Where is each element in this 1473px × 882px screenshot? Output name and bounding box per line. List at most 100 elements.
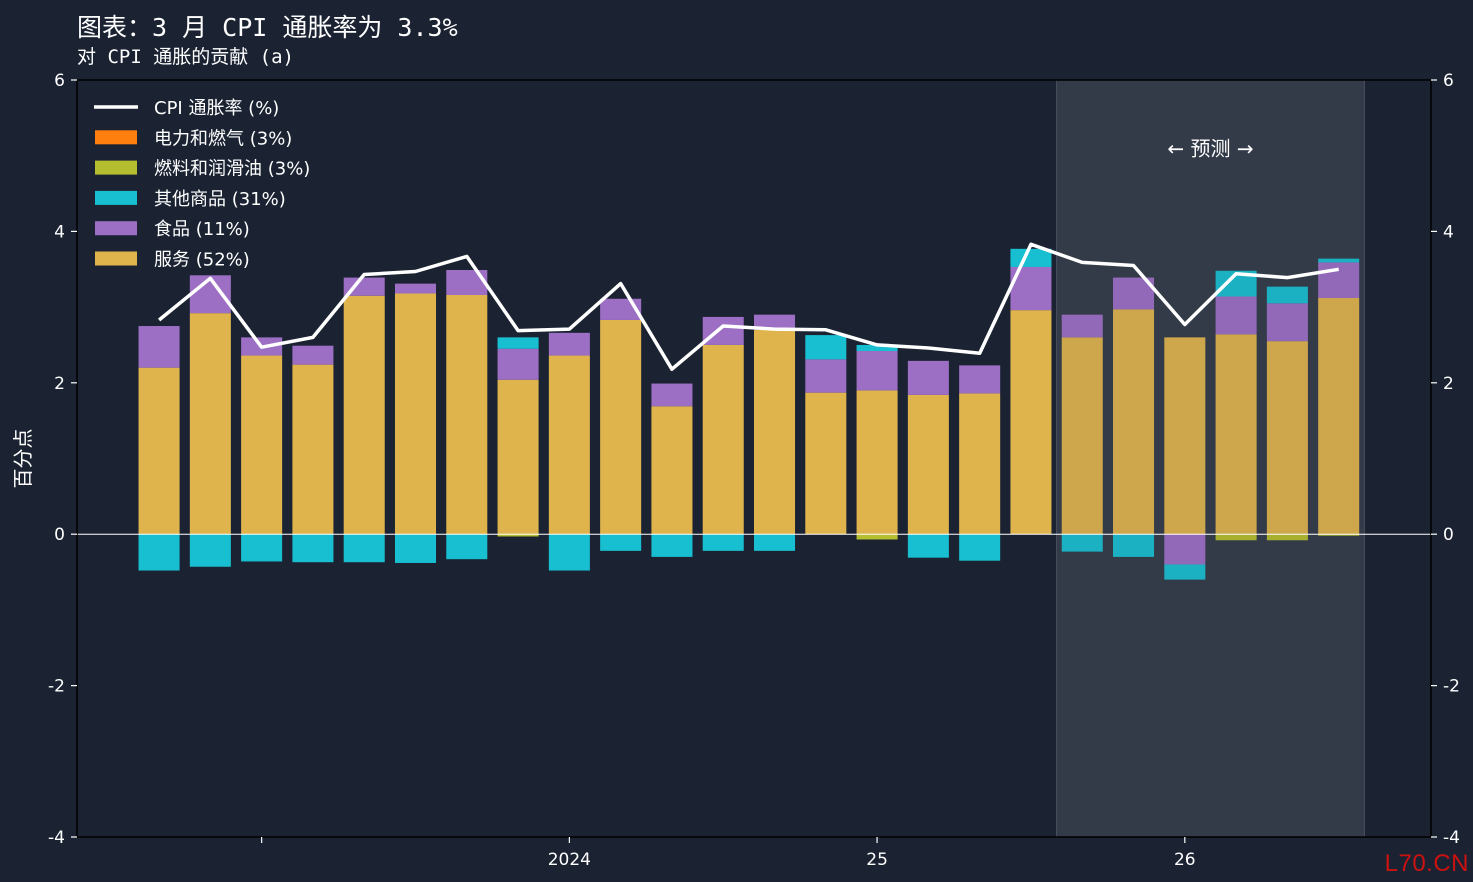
chart-title: 图表：3 月 CPI 通胀率为 3.3% bbox=[77, 13, 458, 42]
bar-fuels-22 bbox=[1266, 534, 1308, 541]
bar-food-20 bbox=[1164, 534, 1206, 565]
bar-other_goods-12 bbox=[754, 534, 796, 551]
bar-services-6 bbox=[446, 294, 488, 535]
y-tick-label-left: 4 bbox=[54, 222, 65, 242]
x-tick-label: 26 bbox=[1174, 850, 1196, 870]
bar-food-8 bbox=[548, 332, 590, 356]
bar-services-14 bbox=[856, 390, 898, 535]
bar-other_goods-3 bbox=[292, 534, 334, 563]
legend-swatch-services bbox=[95, 251, 137, 266]
bar-fuels-21 bbox=[1215, 534, 1257, 541]
bar-fuels-23 bbox=[1318, 534, 1360, 536]
bar-food-12 bbox=[754, 314, 796, 330]
bar-food-18 bbox=[1061, 314, 1103, 338]
bar-services-23 bbox=[1318, 298, 1360, 535]
bar-services-11 bbox=[702, 344, 744, 535]
y-tick-label-left: 6 bbox=[54, 71, 65, 91]
y-tick-label-right: 0 bbox=[1443, 525, 1454, 545]
bar-services-15 bbox=[907, 394, 949, 535]
bar-other_goods-1 bbox=[189, 534, 231, 567]
bar-fuels-7 bbox=[497, 534, 539, 537]
y-tick-label-right: 6 bbox=[1443, 71, 1454, 91]
bar-other_goods-17 bbox=[1010, 248, 1052, 267]
bar-food-15 bbox=[907, 360, 949, 395]
bar-other_goods-5 bbox=[394, 534, 437, 563]
legend-label-food: 食品 (11%) bbox=[154, 219, 250, 240]
forecast-region bbox=[1056, 79, 1365, 838]
bar-other_goods-15 bbox=[907, 534, 949, 558]
bar-fuels-14 bbox=[856, 534, 898, 540]
bar-services-3 bbox=[292, 364, 334, 535]
bar-services-7 bbox=[497, 379, 539, 535]
bar-other_goods-4 bbox=[343, 534, 385, 563]
bar-food-5 bbox=[394, 283, 437, 294]
legend-swatch-food bbox=[95, 221, 137, 236]
bar-other_goods-0 bbox=[138, 534, 180, 571]
bar-services-1 bbox=[189, 313, 231, 535]
bar-services-10 bbox=[651, 406, 693, 535]
bar-services-12 bbox=[754, 329, 796, 535]
bar-food-6 bbox=[446, 270, 488, 295]
bar-food-11 bbox=[702, 316, 744, 345]
bar-services-18 bbox=[1061, 337, 1103, 535]
bar-other_goods-18 bbox=[1061, 534, 1103, 552]
bar-services-5 bbox=[394, 293, 437, 535]
legend-label-fuels: 燃料和润滑油 (3%) bbox=[154, 159, 310, 180]
cpi-line bbox=[157, 242, 1339, 371]
bar-other_goods-23 bbox=[1318, 258, 1360, 263]
legend-swatch-fuels bbox=[95, 160, 137, 175]
bar-food-23 bbox=[1318, 262, 1360, 299]
x-tick-label: 2024 bbox=[548, 850, 591, 870]
bar-other_goods-16 bbox=[959, 534, 1001, 561]
bar-other_goods-20 bbox=[1164, 564, 1206, 580]
legend-label-energy: 电力和燃气 (3%) bbox=[154, 128, 292, 149]
bar-services-8 bbox=[548, 355, 590, 535]
y-tick-label-right: 4 bbox=[1443, 222, 1454, 242]
legend-swatch-energy bbox=[95, 130, 137, 145]
bar-food-7 bbox=[497, 348, 539, 380]
bar-food-14 bbox=[856, 351, 898, 391]
bar-food-4 bbox=[343, 277, 385, 296]
legend-label-services: 服务 (52%) bbox=[154, 250, 250, 271]
bar-services-19 bbox=[1113, 309, 1155, 535]
bar-services-21 bbox=[1215, 334, 1257, 535]
y-tick-label-right: -4 bbox=[1443, 828, 1460, 848]
bar-food-22 bbox=[1266, 303, 1308, 342]
plot-frame bbox=[76, 79, 1432, 838]
bar-food-3 bbox=[292, 345, 334, 365]
bar-food-13 bbox=[805, 359, 847, 393]
bar-other_goods-2 bbox=[241, 534, 283, 562]
bar-other_goods-19 bbox=[1113, 534, 1155, 557]
y-tick-label-left: 0 bbox=[54, 525, 65, 545]
y-axis-label: 百分点 bbox=[11, 429, 35, 489]
y-tick-label-right: -2 bbox=[1443, 677, 1460, 697]
bar-services-9 bbox=[600, 319, 642, 535]
y-tick-label-left: -2 bbox=[48, 677, 65, 697]
bar-food-21 bbox=[1215, 296, 1257, 335]
bar-other_goods-10 bbox=[651, 534, 693, 557]
legend-label-cpi: CPI 通胀率 (%) bbox=[154, 98, 279, 119]
bar-other_goods-11 bbox=[702, 534, 744, 551]
bar-food-10 bbox=[651, 383, 693, 407]
bar-services-16 bbox=[959, 393, 1001, 535]
y-tick-label-left: 2 bbox=[54, 374, 65, 394]
legend-swatch-other_goods bbox=[95, 190, 137, 205]
bar-services-17 bbox=[1010, 310, 1052, 535]
chart-subtitle: 对 CPI 通胀的贡献 (a) bbox=[77, 46, 294, 68]
watermark: L70.CN bbox=[1384, 850, 1469, 877]
bar-services-22 bbox=[1266, 341, 1308, 535]
legend-label-other_goods: 其他商品 (31%) bbox=[154, 189, 286, 210]
bar-services-0 bbox=[138, 367, 180, 535]
bar-other_goods-13 bbox=[805, 335, 847, 360]
bar-food-0 bbox=[138, 326, 180, 368]
bar-other_goods-9 bbox=[600, 534, 642, 551]
y-tick-label-right: 2 bbox=[1443, 374, 1454, 394]
bar-services-20 bbox=[1164, 337, 1206, 535]
x-tick-label: 25 bbox=[866, 850, 888, 870]
forecast-label: ← 预测 → bbox=[1167, 137, 1253, 161]
bar-services-4 bbox=[343, 295, 385, 535]
bar-other_goods-8 bbox=[548, 534, 590, 571]
y-tick-label-left: -4 bbox=[48, 828, 65, 848]
bar-other_goods-22 bbox=[1266, 286, 1308, 304]
